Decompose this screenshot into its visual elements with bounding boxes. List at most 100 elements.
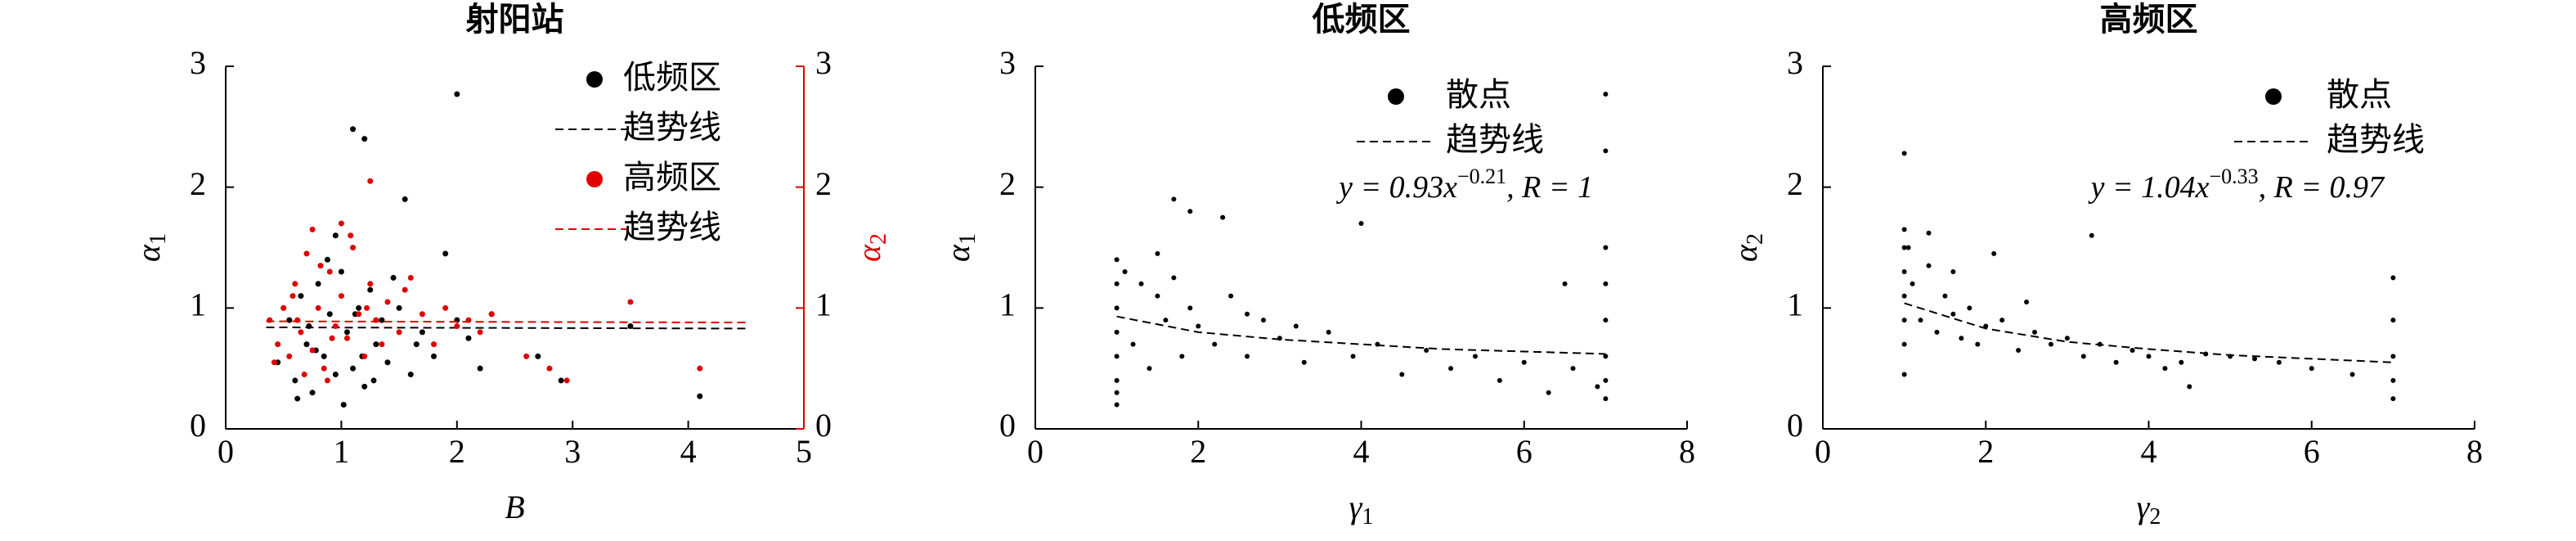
legend-label: 趋势线 (2327, 121, 2425, 159)
scatter-point (488, 311, 495, 318)
scatter-point (379, 317, 385, 323)
scatter-point (275, 341, 281, 348)
scatter-point (396, 304, 402, 311)
x-axis-label: γ1 (1349, 489, 1374, 530)
scatter-point (697, 393, 703, 399)
scatter-point (2390, 377, 2396, 383)
scatter-point (2129, 348, 2135, 354)
scatter-point (329, 335, 335, 341)
scatter-point (292, 377, 298, 384)
scatter-point (1975, 341, 1981, 347)
scatter-point (280, 304, 287, 311)
x-axis-label: B (505, 489, 524, 525)
x-tick-label: 8 (2466, 433, 2483, 470)
annotation-exponent: −0.33 (2209, 165, 2258, 188)
y-tick-label: 2 (1787, 165, 1803, 202)
scatter-point (364, 304, 370, 311)
scatter-point (1497, 377, 1502, 383)
y2-tick-label: 1 (815, 286, 832, 323)
scatter-point (1147, 366, 1152, 372)
scatter-point (627, 322, 634, 329)
scatter-point (303, 250, 310, 257)
scatter-point (361, 353, 368, 359)
scatter-point (309, 390, 316, 396)
y-axis-label-subscript: 1 (955, 233, 981, 245)
scatter-point (454, 322, 460, 329)
y-tick-label: 0 (1787, 407, 1803, 444)
legend-label: 趋势线 (623, 209, 721, 246)
scatter-point (1114, 377, 1120, 383)
scatter-point (317, 263, 324, 269)
scatter-point (361, 383, 368, 390)
scatter-point (1155, 250, 1160, 256)
legend-marker (1388, 88, 1404, 105)
scatter-point (315, 304, 321, 311)
trend-line (1116, 315, 1606, 355)
scatter-point (1138, 281, 1144, 286)
scatter-point (390, 274, 397, 281)
scatter-point (286, 353, 293, 359)
trend-line (1904, 302, 2394, 363)
y-axis-label-subscript: 1 (146, 233, 171, 245)
scatter-point (315, 281, 321, 287)
y-tick-label: 3 (190, 44, 206, 81)
x-tick-label: 5 (796, 433, 812, 470)
annotation-exponent: −0.21 (1457, 165, 1506, 188)
scatter-point (356, 311, 362, 318)
scatter-point (396, 329, 402, 336)
scatter-point (298, 329, 304, 336)
scatter-point (1212, 341, 1218, 347)
scatter-point (1187, 305, 1193, 311)
scatter-point (465, 335, 472, 341)
x-tick-label: 2 (1977, 433, 1994, 470)
scatter-point (309, 347, 316, 354)
scatter-point (2309, 366, 2314, 372)
chart-title: 射阳站 (466, 1, 564, 38)
y2-axis-label-symbol: α (850, 244, 887, 262)
scatter-point (2276, 359, 2282, 365)
scatter-point (431, 341, 438, 348)
scatter-point (1220, 214, 1226, 220)
scatter-point (407, 274, 414, 281)
scatter-point (1448, 366, 1454, 372)
scatter-point (1905, 245, 1911, 250)
scatter-point (384, 299, 391, 305)
scatter-point (2032, 329, 2038, 335)
scatter-point (1950, 269, 1956, 275)
scatter-point (289, 293, 296, 300)
annotation-prefix: y = 1.04x (2088, 170, 2210, 205)
scatter-point (370, 377, 377, 384)
scatter-point (2162, 366, 2168, 372)
scatter-point (1901, 372, 1907, 377)
scatter-point (326, 268, 333, 275)
scatter-point (1926, 230, 1932, 236)
scatter-point (563, 377, 570, 384)
y-axis-label: α1 (130, 233, 171, 262)
scatter-point (2024, 299, 2030, 304)
y-tick-label: 3 (999, 44, 1016, 81)
y2-tick-label: 2 (815, 165, 832, 202)
scatter-point (1991, 250, 1997, 256)
scatter-point (294, 395, 301, 402)
scatter-point (2390, 275, 2396, 281)
scatter-point (2179, 359, 2184, 365)
scatter-point (1130, 341, 1136, 347)
scatter-point (402, 196, 408, 202)
scatter-point (2390, 396, 2396, 402)
scatter-point (1934, 329, 1940, 335)
y-axis-label-symbol: α (1727, 244, 1764, 262)
x-axis-label-symbol: γ (1349, 489, 1363, 525)
scatter-point (477, 329, 483, 336)
scatter-point (535, 353, 541, 359)
x-tick-label: 4 (680, 433, 697, 470)
scatter-point (301, 372, 307, 378)
scatter-point (407, 372, 414, 378)
x-tick-label: 1 (333, 433, 349, 470)
scatter-point (1114, 390, 1120, 395)
scatter-point (367, 281, 374, 287)
y-tick-label: 1 (1787, 286, 1803, 323)
y-tick-label: 1 (190, 286, 206, 323)
scatter-point (373, 341, 379, 348)
